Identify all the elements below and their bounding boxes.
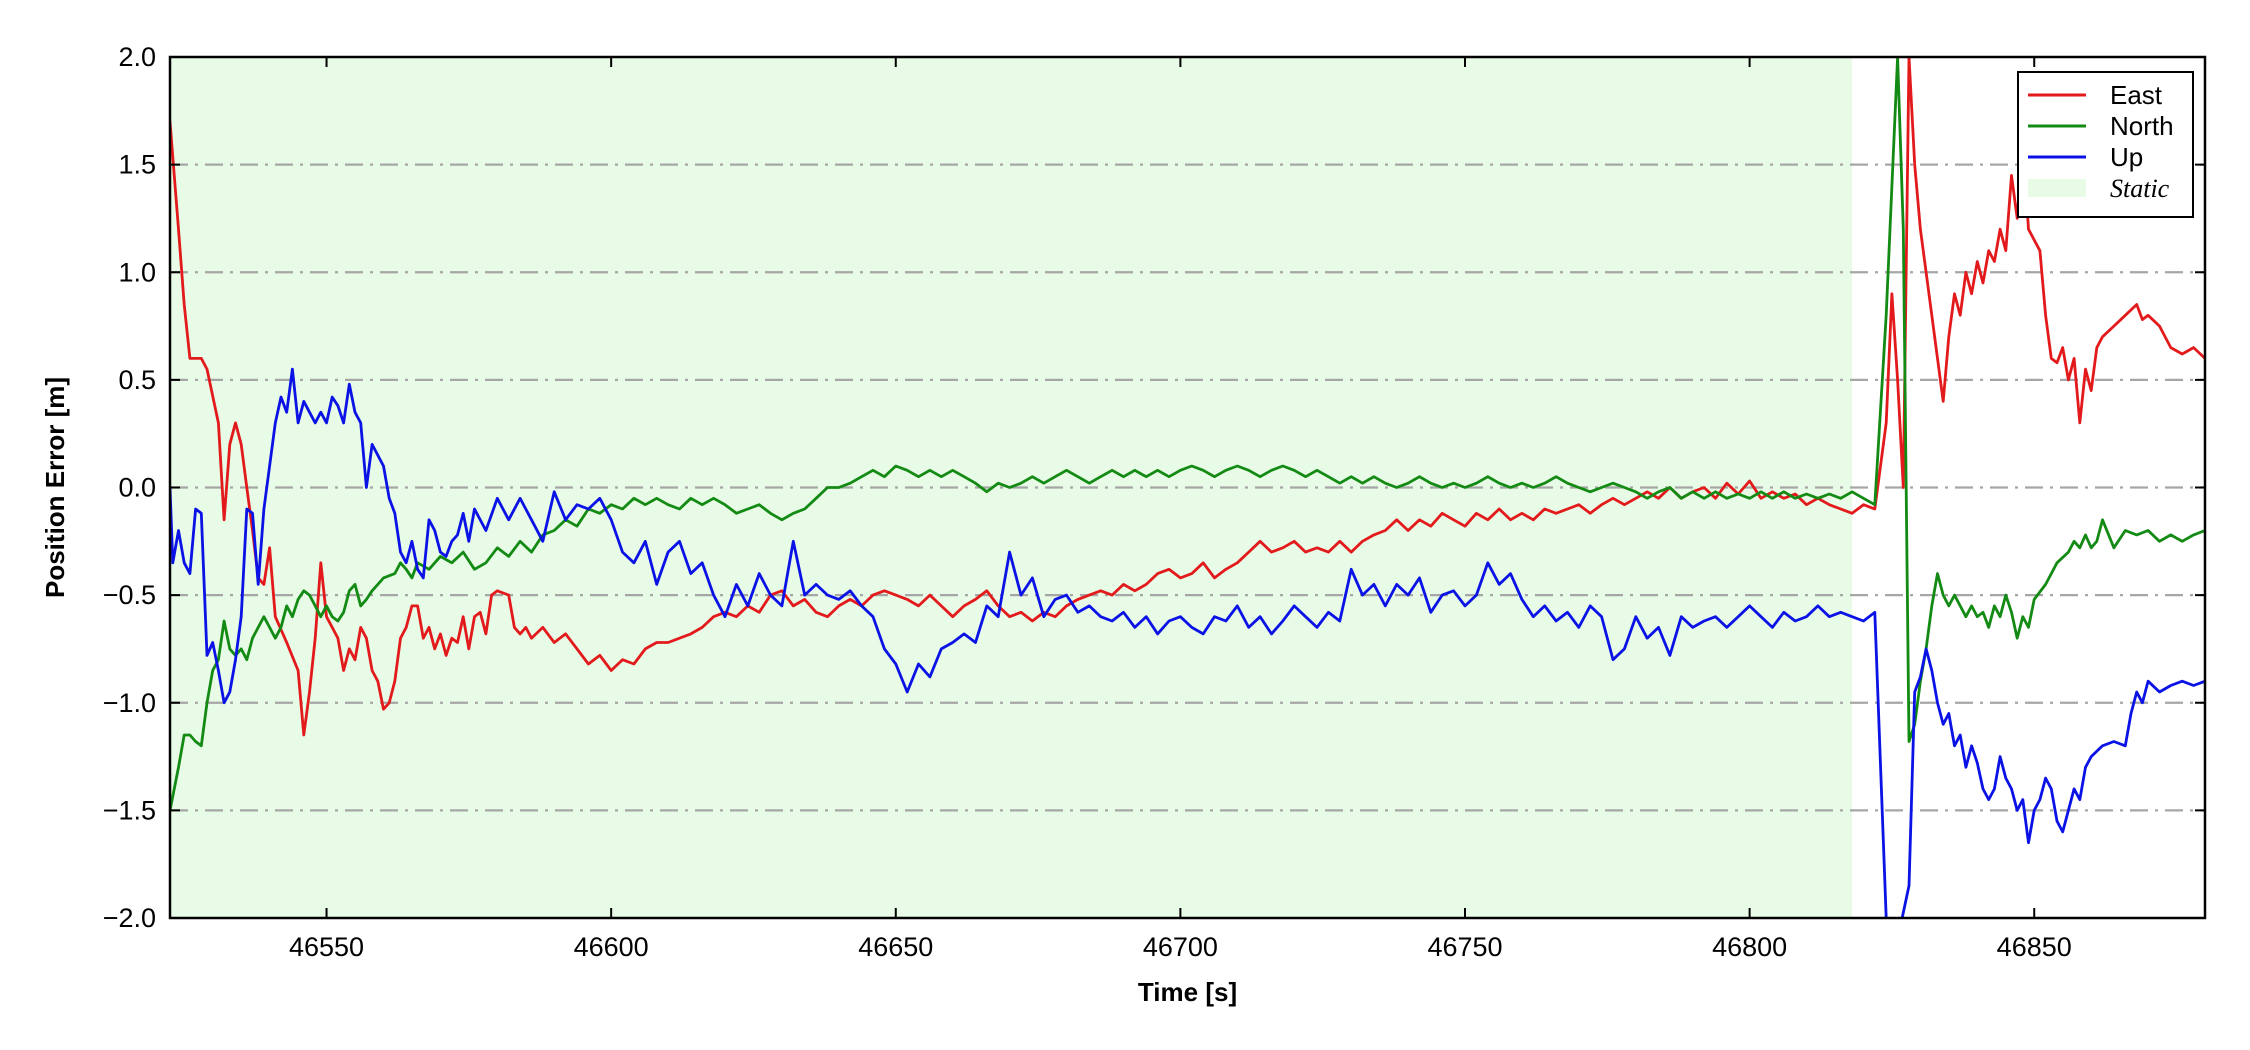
series-line-east xyxy=(170,57,2205,737)
series-layer xyxy=(170,57,2205,918)
x-axis-label: Time [s] xyxy=(1138,977,1237,1007)
x-tick-label: 46700 xyxy=(1143,932,1218,962)
legend: East North Up Static xyxy=(2017,71,2194,218)
x-tick-label: 46550 xyxy=(289,932,364,962)
series-line-north xyxy=(170,57,2205,811)
y-tick-label: −2.0 xyxy=(103,903,156,933)
legend-swatch-static xyxy=(2028,179,2086,197)
series-line-up xyxy=(170,367,2205,918)
y-tick-label: 2.0 xyxy=(118,42,156,72)
y-tick-label: 0.5 xyxy=(118,365,156,395)
x-tick-label: 46650 xyxy=(858,932,933,962)
y-tick-label: 0.0 xyxy=(118,473,156,503)
y-axis-ticks: −2.0 −1.5 −1.0 −0.5 0.0 0.5 1.0 1.5 2.0 xyxy=(103,42,2205,933)
y-tick-label: −0.5 xyxy=(103,580,156,610)
x-tick-label: 46850 xyxy=(1997,932,2072,962)
y-tick-label: 1.0 xyxy=(118,257,156,287)
legend-label-static: Static xyxy=(2110,174,2170,203)
y-tick-label: 1.5 xyxy=(118,150,156,180)
legend-label-north: North xyxy=(2110,111,2174,141)
y-tick-label: −1.5 xyxy=(103,795,156,825)
x-tick-label: 46600 xyxy=(574,932,649,962)
x-axis-ticks: 46550 46600 46650 46700 46750 46800 46850 xyxy=(289,57,2072,962)
x-tick-label: 46800 xyxy=(1712,932,1787,962)
legend-label-up: Up xyxy=(2110,142,2143,172)
grid-layer xyxy=(170,163,2205,812)
x-tick-label: 46750 xyxy=(1427,932,1502,962)
legend-label-east: East xyxy=(2110,80,2163,110)
y-axis-label: Position Error [m] xyxy=(40,377,70,598)
y-tick-label: −1.0 xyxy=(103,688,156,718)
